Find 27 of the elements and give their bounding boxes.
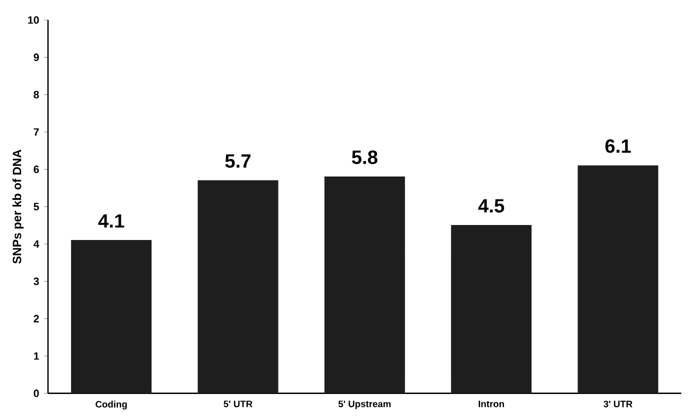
bar (578, 165, 658, 394)
y-tick-label: 4 (34, 240, 40, 248)
x-tick-label: Coding (96, 400, 127, 410)
y-tick-label: 3 (34, 278, 39, 286)
x-tick-label: 5' UTR (224, 400, 252, 408)
y-tick-label: 2 (34, 314, 39, 322)
y-tick-label: 6 (34, 166, 39, 174)
x-tick-label: 3' UTR (604, 400, 632, 408)
data-label: 5.8 (352, 150, 378, 164)
data-label: 6.1 (605, 139, 631, 153)
x-tick-label: Intron (478, 400, 504, 408)
bar (71, 240, 152, 394)
y-axis-title: SNPs per kb of DNA (12, 150, 24, 264)
y-tick-label: 0 (34, 390, 39, 398)
y-tick-label: 1 (34, 352, 39, 360)
y-tick-label: 7 (34, 128, 39, 136)
data-label: 5.7 (225, 154, 250, 168)
y-tick-label: 9 (34, 54, 39, 62)
y-tick-label: 10 (28, 16, 39, 24)
bar (198, 180, 278, 394)
bar (451, 225, 532, 394)
data-label: 4.5 (478, 199, 504, 213)
x-tick-label: 5' Upstream (338, 400, 391, 410)
data-label: 4.1 (98, 214, 124, 228)
y-tick-label: 5 (34, 202, 39, 210)
y-tick-label: 8 (34, 90, 39, 98)
bar (324, 176, 405, 394)
